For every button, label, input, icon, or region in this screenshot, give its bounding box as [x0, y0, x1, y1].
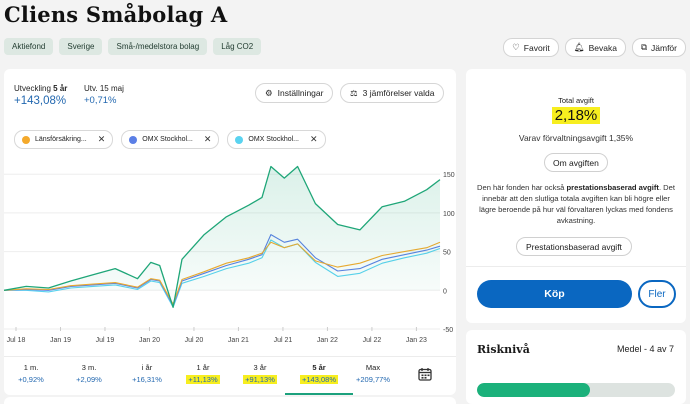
- performance-fee-button[interactable]: Prestationsbaserad avgift: [516, 237, 632, 256]
- series-line: [4, 165, 441, 308]
- performance-chart[interactable]: 150 100 50 0 -50 Jul 18 Jan 19 Jul 19 Jan 20 Jul …: [4, 149, 456, 354]
- tag[interactable]: Aktiefond: [4, 38, 54, 55]
- risk-card: Risknivå Medel - 4 av 7: [466, 330, 686, 404]
- period-value: +16,31%: [132, 375, 162, 384]
- more-button[interactable]: Fler: [638, 280, 676, 308]
- period-label: 1 år: [196, 363, 210, 372]
- legend-dot: [22, 135, 30, 144]
- risk-bar-fill: [477, 383, 590, 397]
- x-tick-label: Jan 23: [406, 337, 427, 344]
- fee-card: Total avgift 2,18% Varav förvaltningsavg…: [466, 69, 686, 323]
- development-stat: Utveckling 5 år +143,08%: [14, 84, 67, 107]
- risk-bar: [477, 383, 675, 397]
- period-3m[interactable]: 3 m. +2,09%: [59, 363, 119, 384]
- legend-label: OMX Stockhol...: [142, 136, 193, 143]
- development-value: +143,08%: [14, 95, 67, 107]
- bell-icon: 🔔︎: [573, 42, 585, 52]
- legend-dot: [235, 135, 244, 144]
- y-tick-label: 0: [443, 288, 447, 295]
- period-value: +11,13%: [186, 375, 220, 384]
- legend-dot: [129, 135, 138, 144]
- series-area: [4, 166, 440, 308]
- period-label: 5 år: [312, 363, 326, 372]
- x-tick-label: Jul 19: [96, 337, 115, 344]
- legend-label: Länsförsäkring...: [35, 136, 87, 143]
- period-value: +143,08%: [300, 375, 338, 384]
- scale-icon: ⚖: [350, 87, 358, 98]
- daily-value: +0,71%: [84, 95, 117, 106]
- watch-button[interactable]: 🔔︎ Bevaka: [564, 38, 626, 57]
- period-max[interactable]: Max +209,77%: [343, 363, 403, 384]
- gear-icon: ⚙: [265, 87, 273, 98]
- legend-chip[interactable]: Länsförsäkring... ✕: [14, 130, 114, 149]
- favorite-button[interactable]: ♡ Favorit: [503, 38, 559, 57]
- legend-chip[interactable]: OMX Stockhol... ✕: [121, 130, 220, 149]
- y-tick-label: 100: [443, 211, 455, 218]
- period-3y[interactable]: 3 år +91,13%: [230, 363, 290, 384]
- period-value: +0,92%: [18, 375, 44, 384]
- page-title: Cliens Småbolag A: [4, 2, 228, 27]
- development-period: 5 år: [53, 84, 68, 93]
- compare-icon: ⧉: [640, 42, 648, 52]
- risk-value: Medel - 4 av 7: [616, 344, 674, 354]
- x-tick-label: Jul 21: [274, 337, 293, 344]
- period-value: +91,13%: [243, 375, 277, 384]
- x-tick-label: Jan 20: [139, 337, 160, 344]
- comparisons-button[interactable]: ⚖ 3 jämförelser valda: [340, 83, 445, 103]
- period-value: +2,09%: [76, 375, 102, 384]
- close-icon[interactable]: ✕: [97, 134, 106, 144]
- buy-button[interactable]: Köp: [477, 280, 632, 308]
- daily-stat: Utv. 15 maj +0,71%: [84, 84, 124, 106]
- legend: Länsförsäkring... ✕ OMX Stockhol... ✕ OM…: [14, 130, 326, 149]
- settings-button[interactable]: ⚙ Inställningar: [255, 83, 334, 103]
- settings-label: Inställningar: [277, 88, 324, 98]
- chart-card: Utveckling 5 år +143,08% Utv. 15 maj +0,…: [4, 69, 456, 395]
- y-tick-label: 150: [443, 172, 455, 179]
- x-tick-label: Jul 22: [363, 337, 382, 344]
- comparisons-label: 3 jämförelser valda: [362, 88, 435, 98]
- period-label: 1 m.: [23, 363, 39, 372]
- period-label: i år: [141, 363, 153, 372]
- total-fee-label: Total avgift: [558, 96, 594, 105]
- x-tick-label: Jan 19: [50, 337, 71, 344]
- favorite-label: Favorit: [523, 42, 550, 53]
- total-fee-value: 2,18%: [551, 107, 601, 124]
- close-icon[interactable]: ✕: [310, 134, 318, 144]
- period-label: Max: [365, 363, 381, 372]
- compare-label: Jämför: [651, 42, 677, 53]
- close-icon[interactable]: ✕: [203, 134, 212, 144]
- period-label: 3 år: [253, 363, 267, 372]
- heart-icon: ♡: [512, 42, 520, 52]
- legend-label: OMX Stockhol...: [248, 136, 299, 143]
- x-tick-label: Jul 20: [185, 337, 204, 344]
- legend-chip[interactable]: OMX Stockhol... ✕: [227, 130, 326, 149]
- risk-title: Risknivå: [477, 343, 530, 356]
- period-5y[interactable]: 5 år +143,08%: [285, 363, 353, 395]
- period-ytd[interactable]: i år +16,31%: [117, 363, 177, 384]
- period-1m[interactable]: 1 m. +0,92%: [1, 363, 61, 384]
- performance-fee-text: Den här fonden har också prestationsbase…: [477, 183, 675, 225]
- watch-label: Bevaka: [588, 42, 617, 53]
- compare-button[interactable]: ⧉ Jämför: [631, 38, 686, 57]
- x-tick-label: Jan 22: [317, 337, 338, 344]
- tag[interactable]: Låg CO2: [213, 38, 262, 55]
- calendar-icon[interactable]: [418, 367, 432, 384]
- period-1y[interactable]: 1 år +11,13%: [173, 363, 233, 384]
- x-tick-label: Jan 21: [228, 337, 249, 344]
- tag[interactable]: Sverige: [59, 38, 103, 55]
- daily-label: Utv. 15 maj: [84, 84, 124, 93]
- period-value: +209,77%: [356, 375, 390, 384]
- tag-list: Aktiefond Sverige Små-/medelstora bolag …: [4, 38, 262, 55]
- about-fee-button[interactable]: Om avgiften: [544, 153, 608, 172]
- period-selector: 1 m. +0,92% 3 m. +2,09% i år +16,31% 1 å…: [1, 359, 456, 395]
- y-tick-label: 50: [443, 250, 451, 257]
- period-label: 3 m.: [81, 363, 97, 372]
- y-tick-label: -50: [443, 327, 453, 334]
- x-tick-label: Jul 18: [7, 337, 26, 344]
- action-bar: ♡ Favorit 🔔︎ Bevaka ⧉ Jämför: [503, 38, 686, 57]
- management-fee: Varav förvaltningsavgift 1,35%: [518, 133, 634, 143]
- tag[interactable]: Små-/medelstora bolag: [108, 38, 208, 55]
- development-label: Utveckling: [14, 84, 51, 93]
